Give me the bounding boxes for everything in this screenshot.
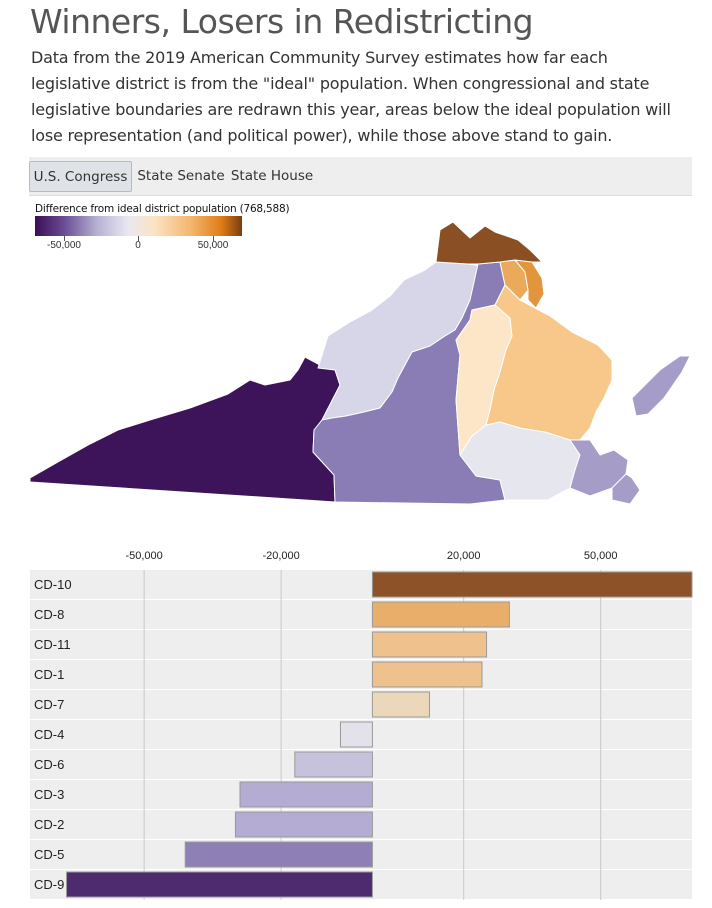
- category-label: CD-1: [34, 667, 64, 682]
- category-label: CD-6: [34, 757, 64, 772]
- district-cd-8[interactable]: [514, 259, 545, 309]
- tab-state-house[interactable]: State House: [230, 168, 314, 184]
- legend-title: Difference from ideal district populatio…: [35, 203, 290, 215]
- legend-tick-mark: [213, 236, 214, 241]
- category-label: CD-4: [34, 727, 64, 742]
- bar-row-background: [30, 630, 692, 659]
- district-cd-1[interactable]: [485, 284, 613, 441]
- category-label: CD-2: [34, 817, 64, 832]
- bar-cd-2[interactable]: [234, 811, 373, 838]
- category-label: CD-9: [34, 877, 64, 892]
- category-label: CD-10: [34, 577, 72, 592]
- bar-cd-8[interactable]: [371, 601, 510, 628]
- bar-cd-5[interactable]: [184, 841, 373, 868]
- bar-cd-7[interactable]: [371, 691, 430, 718]
- x-tick-label: -20,000: [262, 550, 299, 562]
- bar-row-background: [30, 660, 692, 689]
- x-tick-label: 50,000: [584, 550, 618, 562]
- tab-state-senate[interactable]: State Senate: [137, 168, 225, 184]
- district-cd-10[interactable]: [435, 221, 543, 265]
- x-tick-label: 20,000: [447, 550, 481, 562]
- bar-chart: -50,000 -20,000 20,000 50,000 CD-10 CD-8 CD-1…: [30, 550, 693, 900]
- bar-cd-10[interactable]: [371, 571, 693, 598]
- category-label: CD-3: [34, 787, 64, 802]
- legend-tick-mark: [64, 236, 65, 241]
- bar-cd-11[interactable]: [371, 631, 488, 658]
- bar-row-background: [30, 600, 692, 629]
- category-label: CD-5: [34, 847, 64, 862]
- category-label: CD-7: [34, 697, 64, 712]
- x-tick-label: -50,000: [125, 550, 162, 562]
- bar-row-background: [30, 690, 692, 719]
- district-map: [29, 221, 691, 505]
- bar-cd-4[interactable]: [339, 721, 373, 748]
- bar-cd-9[interactable]: [66, 871, 373, 898]
- district-cd-2[interactable]: [611, 355, 691, 505]
- page-title: Winners, Losers in Redistricting: [30, 2, 534, 41]
- legend-tick-label: 50,000: [197, 240, 229, 251]
- legend-tick-label: 0: [135, 240, 141, 251]
- bar-cd-6[interactable]: [294, 751, 373, 778]
- page-subtitle: Data from the 2019 American Community Su…: [31, 48, 671, 145]
- legend-color-ramp: [35, 216, 242, 236]
- legend-tick-mark: [138, 236, 139, 241]
- legend-tick-label: -50,000: [47, 240, 81, 251]
- tab-us-congress[interactable]: U.S. Congress: [29, 161, 132, 192]
- category-label: CD-11: [34, 637, 71, 652]
- bar-cd-3[interactable]: [239, 781, 373, 808]
- bar-cd-1[interactable]: [371, 661, 483, 688]
- district-cd-9[interactable]: [29, 356, 341, 503]
- category-label: CD-8: [34, 607, 64, 622]
- chamber-tab-bar: U.S. Congress State Senate State House: [29, 157, 692, 196]
